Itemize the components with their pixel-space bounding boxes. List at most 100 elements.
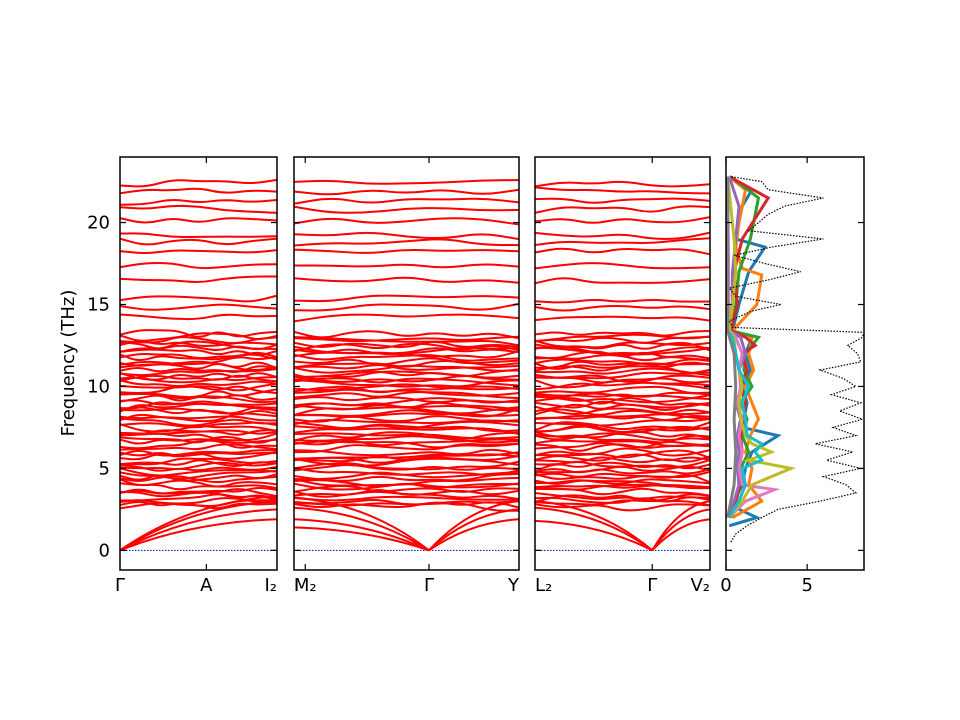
upper-band [120, 178, 277, 188]
optical-band [120, 412, 277, 423]
optical-band [120, 423, 277, 433]
optical-band [535, 459, 710, 468]
optical-band [535, 432, 710, 442]
optical-band [120, 457, 277, 466]
optical-band [535, 413, 710, 421]
optical-band [535, 449, 710, 459]
acoustic-branch [535, 506, 653, 552]
upper-band [535, 205, 710, 214]
optical-band [294, 357, 519, 366]
optical-band [294, 341, 519, 349]
upper-band [294, 294, 519, 303]
optical-band [535, 408, 710, 416]
upper-band [535, 180, 710, 188]
upper-band [294, 188, 519, 196]
optical-band [120, 451, 277, 457]
optical-band [535, 400, 710, 409]
optical-band [535, 484, 710, 489]
optical-band [294, 495, 519, 502]
optical-band [535, 455, 710, 464]
optical-band [535, 503, 710, 512]
optical-band [535, 478, 710, 485]
acoustic-branch [294, 518, 430, 552]
upper-band [535, 197, 710, 204]
dos-curves [726, 175, 864, 543]
upper-band [120, 187, 277, 195]
upper-band [120, 237, 277, 246]
optical-band [120, 449, 277, 457]
optical-band [120, 399, 277, 406]
x-tick-label: Γ [115, 575, 125, 596]
acoustic-branch [120, 500, 277, 552]
upper-band [294, 231, 519, 241]
upper-band [535, 262, 710, 270]
y-axis-label: Frequency (THz) [58, 290, 79, 437]
upper-band [535, 315, 710, 322]
upper-band [535, 216, 710, 224]
x-tick-label: Γ [424, 575, 434, 596]
optical-band [294, 415, 519, 423]
optical-band [535, 360, 710, 369]
x-tick-label: L₂ [535, 575, 552, 596]
upper-band [120, 313, 277, 321]
upper-band [294, 179, 519, 185]
optical-band [294, 368, 519, 378]
acoustic-branch [120, 518, 277, 552]
acoustic-branch [294, 526, 430, 552]
panel-frame [119, 156, 278, 571]
optical-band [120, 469, 277, 480]
optical-band [535, 470, 710, 478]
x-tick-label: I [294, 575, 299, 596]
optical-band [294, 438, 519, 447]
upper-band [294, 263, 519, 269]
band-lines [120, 178, 277, 552]
upper-band [120, 232, 277, 239]
upper-band [535, 186, 710, 195]
optical-band [120, 329, 277, 338]
partial-dos-curve [726, 176, 797, 519]
optical-band [120, 499, 277, 508]
optical-band [294, 466, 519, 476]
optical-band [294, 385, 519, 394]
optical-band [535, 392, 710, 401]
dos-x-tick-label: 5 [801, 575, 812, 596]
optical-band [294, 345, 519, 355]
acoustic-branch [120, 495, 277, 552]
optical-band [294, 383, 519, 391]
partial-dos-curve [726, 176, 765, 519]
optical-band [120, 374, 277, 383]
upper-band [294, 197, 519, 205]
optical-band [535, 339, 710, 349]
optical-band [294, 484, 519, 493]
y-tick-label: 20 [87, 213, 110, 234]
optical-band [535, 333, 710, 343]
optical-band [120, 360, 277, 370]
acoustic-branch [294, 506, 430, 552]
upper-band [120, 204, 277, 214]
band-panel-3 [534, 156, 711, 571]
optical-band [294, 391, 519, 400]
upper-band [294, 313, 519, 323]
partial-dos-curve [726, 176, 738, 518]
optical-band [120, 415, 277, 422]
x-tick-label: M₂ [294, 575, 317, 596]
optical-band [120, 478, 277, 488]
optical-band [535, 492, 710, 501]
optical-band [294, 373, 519, 383]
optical-band [120, 379, 277, 388]
acoustic-branch [428, 518, 519, 552]
panel-frame [534, 156, 711, 571]
optical-band [120, 365, 277, 373]
optical-band [294, 396, 519, 404]
upper-band [294, 205, 519, 214]
upper-band [294, 248, 519, 254]
upper-band [120, 261, 277, 270]
optical-band [294, 377, 519, 387]
optical-band [120, 372, 277, 381]
optical-band [294, 330, 519, 340]
upper-band [120, 249, 277, 255]
optical-band [120, 473, 277, 482]
optical-band [535, 329, 710, 337]
band-lines [294, 179, 519, 552]
y-tick-label: 0 [99, 540, 110, 561]
